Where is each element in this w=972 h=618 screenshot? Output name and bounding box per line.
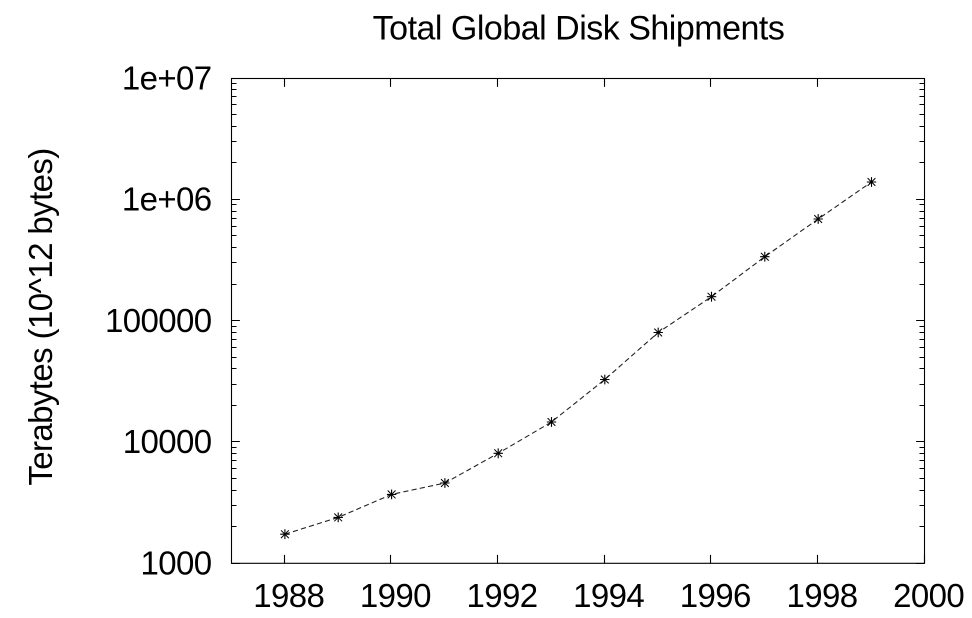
svg-text:1996: 1996 <box>680 577 751 614</box>
svg-text:2000: 2000 <box>893 577 964 614</box>
svg-text:Total Global Disk Shipments: Total Global Disk Shipments <box>373 10 785 48</box>
svg-text:1994: 1994 <box>573 577 644 614</box>
svg-text:1000: 1000 <box>140 545 211 582</box>
svg-text:1998: 1998 <box>786 577 857 614</box>
svg-text:1e+07: 1e+07 <box>122 59 212 96</box>
svg-text:1988: 1988 <box>253 577 324 614</box>
svg-text:1990: 1990 <box>360 577 431 614</box>
svg-text:Terabytes (10^12 bytes): Terabytes (10^12 bytes) <box>22 148 59 485</box>
svg-text:1e+06: 1e+06 <box>122 181 212 218</box>
svg-text:100000: 100000 <box>105 302 212 339</box>
svg-text:10000: 10000 <box>123 423 212 460</box>
svg-text:1992: 1992 <box>466 577 537 614</box>
